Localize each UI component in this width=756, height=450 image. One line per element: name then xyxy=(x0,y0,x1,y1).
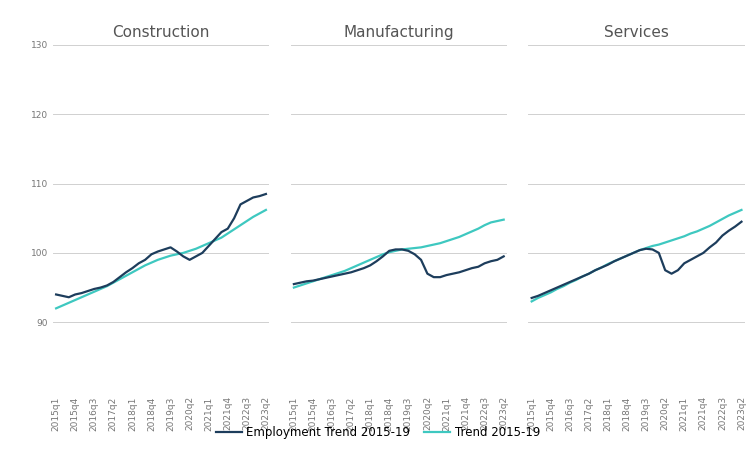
Title: Construction: Construction xyxy=(113,25,209,40)
Title: Manufacturing: Manufacturing xyxy=(343,25,454,40)
Title: Services: Services xyxy=(604,25,669,40)
Legend: Employment Trend 2015-19, Trend 2015-19: Employment Trend 2015-19, Trend 2015-19 xyxy=(211,422,545,444)
